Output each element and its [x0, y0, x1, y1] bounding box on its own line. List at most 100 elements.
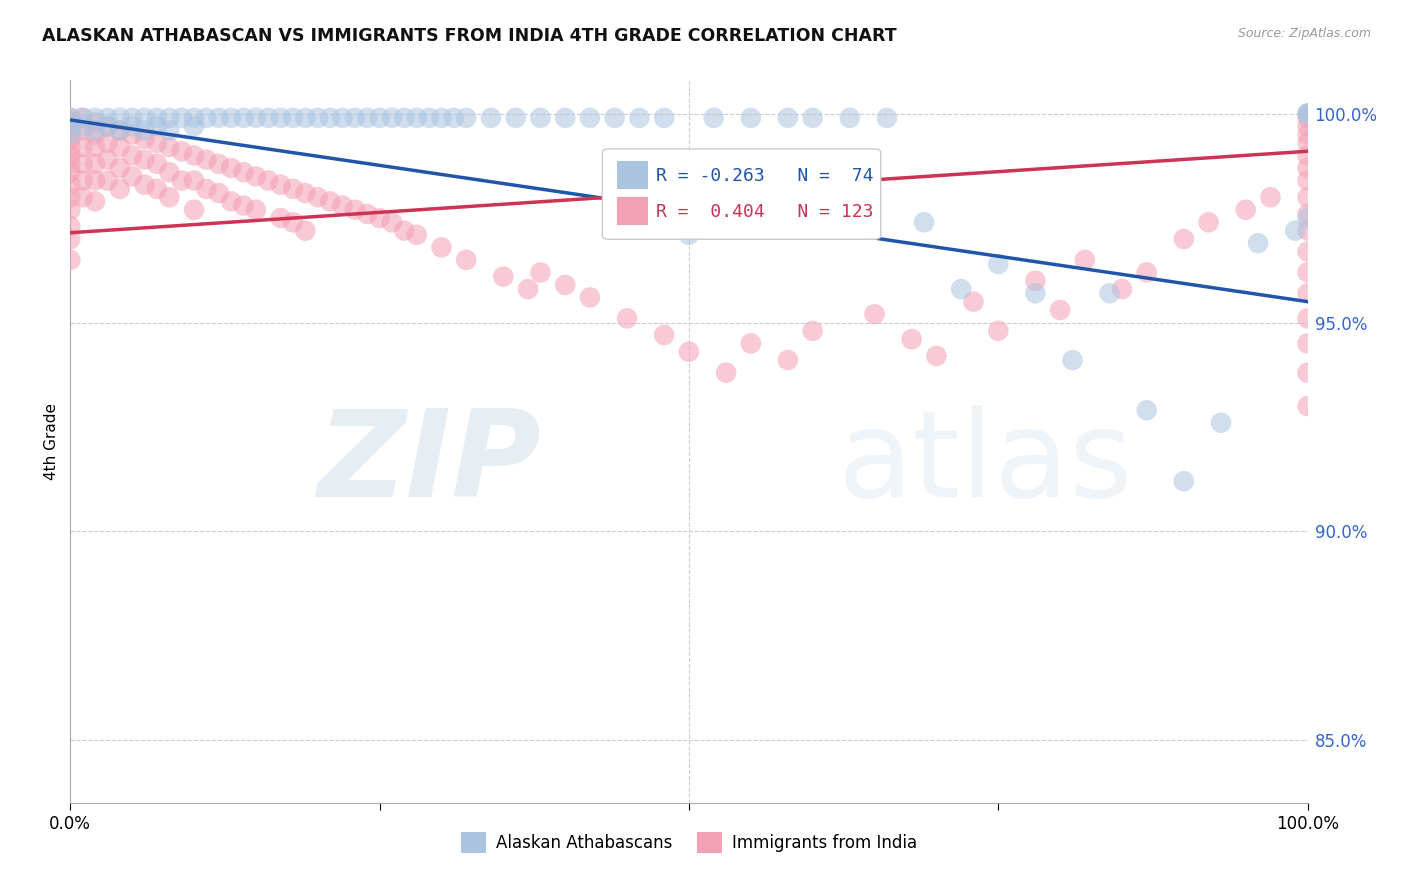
Point	[72, 111, 94, 125]
Point	[84, 173, 107, 187]
Point	[1062, 353, 1084, 368]
Point	[96, 111, 118, 125]
Point	[108, 182, 131, 196]
Point	[170, 145, 193, 159]
Point	[579, 290, 602, 304]
Point	[652, 328, 675, 343]
Point	[876, 111, 898, 125]
Point	[381, 215, 404, 229]
Legend: Alaskan Athabascans, Immigrants from India: Alaskan Athabascans, Immigrants from Ind…	[454, 826, 924, 860]
Point	[1296, 244, 1319, 259]
Point	[157, 111, 180, 125]
Point	[281, 111, 304, 125]
Point	[1296, 120, 1319, 134]
Point	[381, 111, 404, 125]
Text: ALASKAN ATHABASCAN VS IMMIGRANTS FROM INDIA 4TH GRADE CORRELATION CHART: ALASKAN ATHABASCAN VS IMMIGRANTS FROM IN…	[42, 27, 897, 45]
Point	[183, 202, 205, 217]
Point	[59, 128, 82, 142]
Point	[356, 111, 378, 125]
Point	[59, 140, 82, 154]
Point	[405, 111, 427, 125]
Point	[801, 324, 824, 338]
Point	[1024, 274, 1046, 288]
Point	[603, 111, 626, 125]
Point	[1024, 286, 1046, 301]
Point	[1296, 336, 1319, 351]
Point	[208, 111, 231, 125]
Point	[134, 178, 156, 192]
Point	[925, 349, 948, 363]
Point	[232, 111, 254, 125]
Point	[1296, 106, 1319, 120]
Point	[1173, 232, 1195, 246]
Point	[479, 111, 502, 125]
Point	[96, 136, 118, 150]
Point	[1296, 106, 1319, 120]
Point	[134, 132, 156, 146]
Text: R =  0.404   N = 123: R = 0.404 N = 123	[655, 202, 873, 221]
Point	[59, 157, 82, 171]
Point	[195, 111, 218, 125]
FancyBboxPatch shape	[617, 197, 648, 225]
Point	[776, 111, 799, 125]
Point	[1296, 399, 1319, 413]
Point	[492, 269, 515, 284]
Point	[1173, 474, 1195, 488]
Point	[245, 169, 267, 184]
Point	[1296, 173, 1319, 187]
Point	[319, 111, 342, 125]
Point	[108, 161, 131, 175]
Point	[1296, 286, 1319, 301]
Point	[84, 123, 107, 137]
Point	[962, 294, 984, 309]
Point	[394, 111, 416, 125]
Point	[368, 111, 391, 125]
Point	[517, 282, 540, 296]
Y-axis label: 4th Grade: 4th Grade	[44, 403, 59, 480]
Point	[59, 123, 82, 137]
Point	[121, 111, 143, 125]
Point	[59, 111, 82, 125]
Point	[245, 111, 267, 125]
Point	[84, 111, 107, 125]
Point	[529, 265, 551, 279]
Point	[776, 353, 799, 368]
Point	[157, 165, 180, 179]
Point	[59, 115, 82, 129]
Point	[96, 120, 118, 134]
Point	[900, 332, 922, 346]
Point	[84, 157, 107, 171]
Point	[270, 211, 292, 226]
Point	[801, 111, 824, 125]
Point	[1098, 286, 1121, 301]
Point	[170, 173, 193, 187]
Point	[96, 173, 118, 187]
Point	[96, 120, 118, 134]
Point	[294, 186, 316, 200]
Point	[987, 257, 1010, 271]
Text: atlas: atlas	[838, 405, 1133, 522]
Point	[863, 307, 886, 321]
Point	[294, 224, 316, 238]
Point	[1296, 190, 1319, 204]
Text: Source: ZipAtlas.com: Source: ZipAtlas.com	[1237, 27, 1371, 40]
Point	[430, 111, 453, 125]
Point	[195, 182, 218, 196]
Point	[1296, 311, 1319, 326]
Point	[59, 120, 82, 134]
Point	[96, 153, 118, 167]
Point	[183, 120, 205, 134]
Point	[430, 240, 453, 254]
Point	[579, 111, 602, 125]
Point	[616, 311, 638, 326]
Point	[59, 148, 82, 162]
Point	[72, 120, 94, 134]
FancyBboxPatch shape	[617, 161, 648, 188]
Point	[1296, 161, 1319, 175]
Point	[987, 324, 1010, 338]
Point	[319, 194, 342, 209]
Point	[121, 148, 143, 162]
Point	[505, 111, 527, 125]
Point	[554, 111, 576, 125]
Point	[72, 157, 94, 171]
